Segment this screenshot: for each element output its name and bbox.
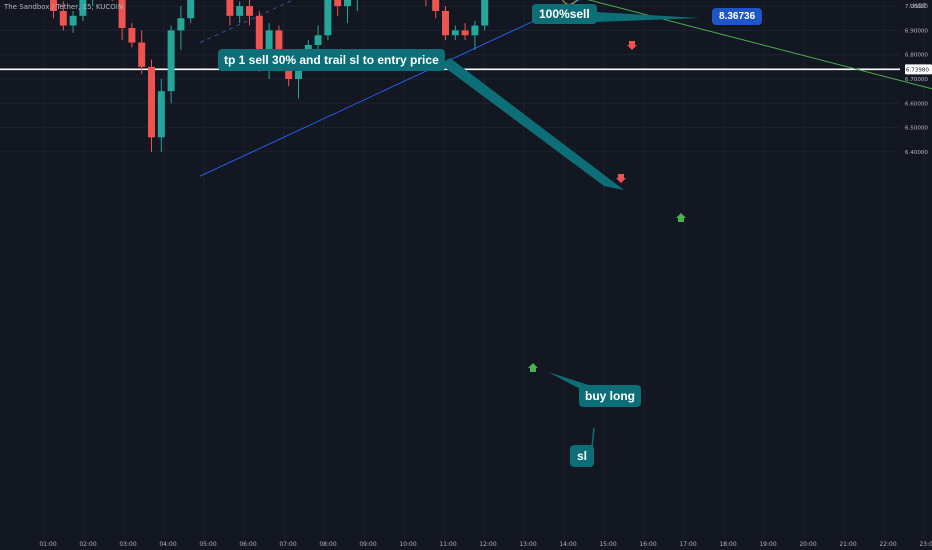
sell-arrow-icon xyxy=(627,41,637,50)
candle-body xyxy=(128,27,136,43)
candle-body xyxy=(324,0,332,36)
sl-callout-pointer xyxy=(591,427,595,448)
time-tick-label: 17:00 xyxy=(679,541,696,548)
candle-body xyxy=(344,0,351,7)
sell-all-callout[interactable]: 100%sell xyxy=(532,4,597,24)
candle-body xyxy=(334,0,342,7)
price-axis: 6.40000 6.50000 6.60000 6.70000 6.80000 6.900… xyxy=(905,4,929,156)
candle-body xyxy=(471,25,479,36)
candle-body xyxy=(148,66,155,138)
candle-body xyxy=(442,10,449,36)
candle-body xyxy=(59,10,67,26)
time-tick-label: 13:00 xyxy=(519,541,536,548)
tp1-callout-pointer xyxy=(440,58,624,190)
time-tick-label: 02:00 xyxy=(79,541,96,548)
time-tick-label: 08:00 xyxy=(319,541,336,548)
candle-body xyxy=(79,0,87,16)
candle-body xyxy=(187,0,195,19)
candle-body xyxy=(167,30,175,92)
time-tick-label: 05:00 xyxy=(199,541,216,548)
time-tick-label: 14:00 xyxy=(559,541,576,548)
price-tick-label: 6.70000 xyxy=(905,77,929,83)
trend-lines xyxy=(199,0,932,177)
time-tick-label: 07:00 xyxy=(279,541,296,548)
time-tick-label: 11:00 xyxy=(439,541,456,548)
price-tags: 7.776437.296897.1450214:256.739807.45983… xyxy=(905,64,932,75)
time-axis: 01:00 02:00 03:00 04:00 05:00 06:00 07:00 08:00… xyxy=(39,541,932,548)
quote-currency: USDT xyxy=(910,3,927,10)
candle-body xyxy=(157,91,165,138)
chart-grid xyxy=(0,0,925,538)
candle-body xyxy=(236,6,244,16)
time-tick-label: 04:00 xyxy=(159,541,176,548)
candle-body xyxy=(255,15,263,65)
time-tick-label: 23:00 xyxy=(919,541,932,548)
tp1-callout[interactable]: tp 1 sell 30% and trail sl to entry pric… xyxy=(218,49,445,71)
price-tick-label: 6.50000 xyxy=(905,126,929,132)
candle-body xyxy=(226,0,234,16)
trade-plan-path xyxy=(440,0,700,448)
candle-body xyxy=(138,42,146,67)
candle-body xyxy=(50,0,57,11)
price-tick-label: 6.40000 xyxy=(905,150,929,156)
candle-body xyxy=(118,0,126,28)
time-tick-label: 16:00 xyxy=(639,541,656,548)
buy-arrow-icon xyxy=(676,213,686,222)
time-tick-label: 22:00 xyxy=(879,541,896,548)
time-tick-label: 18:00 xyxy=(719,541,736,548)
time-tick-label: 01:00 xyxy=(39,541,56,548)
time-tick-label: 06:00 xyxy=(239,541,256,548)
candle-body xyxy=(246,6,253,16)
price-tick-label: 6.90000 xyxy=(905,28,929,34)
stop-loss-tag: 6.73980 xyxy=(906,67,930,73)
time-tick-label: 19:00 xyxy=(759,541,776,548)
sl-callout[interactable]: sl xyxy=(570,445,595,467)
signal-markers xyxy=(528,41,686,372)
candle-body xyxy=(432,0,440,11)
candle-body xyxy=(451,30,459,36)
time-tick-label: 15:00 xyxy=(599,541,616,548)
time-tick-label: 03:00 xyxy=(119,541,136,548)
price-tick-label: 6.60000 xyxy=(905,101,929,107)
channel-lower-line xyxy=(199,0,580,177)
sell-all-callout-pointer xyxy=(596,12,700,22)
price-tick-label: 6.80000 xyxy=(905,53,929,59)
green-trend-line xyxy=(587,0,932,90)
time-tick-label: 10:00 xyxy=(399,541,416,548)
candle-body xyxy=(69,15,77,26)
price-tick-label: 7.00000 xyxy=(905,4,929,10)
candle-body xyxy=(265,30,273,65)
buy-arrow-icon xyxy=(528,363,538,372)
sell-arrow-icon xyxy=(616,174,626,183)
candle-body xyxy=(275,30,283,60)
time-tick-label: 12:00 xyxy=(479,541,496,548)
candle-body xyxy=(481,0,489,26)
buy-long-callout[interactable]: buy long xyxy=(579,385,641,407)
candle-body xyxy=(461,30,469,36)
candle-body xyxy=(295,64,302,79)
time-tick-label: 21:00 xyxy=(839,541,856,548)
candle-body xyxy=(314,35,322,45)
target-price-callout[interactable]: 8.36736 xyxy=(712,8,763,25)
candle-body xyxy=(177,18,185,31)
stop-loss-tag-box xyxy=(905,64,932,75)
time-tick-label: 20:00 xyxy=(799,541,816,548)
time-tick-label: 09:00 xyxy=(359,541,376,548)
symbol-header: The Sandbox / Tether, 15, KUCOIN xyxy=(4,3,124,11)
